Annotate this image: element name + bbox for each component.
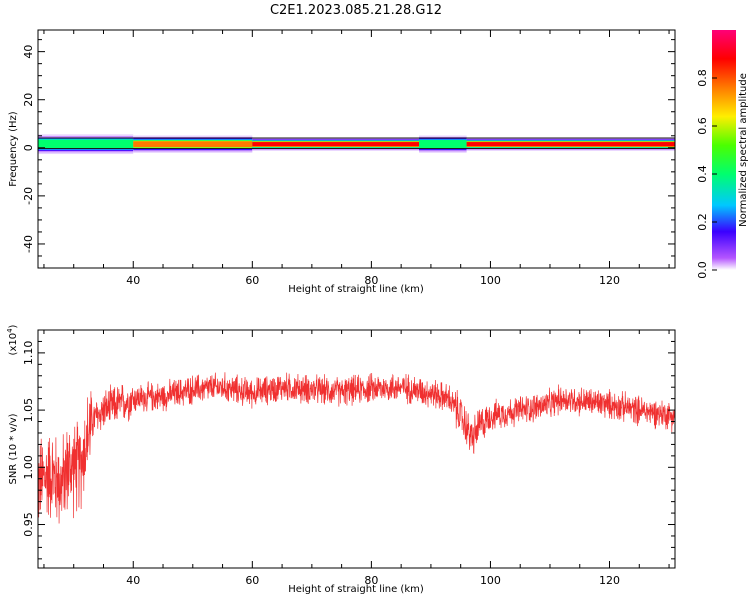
spectral-band	[38, 134, 675, 155]
scale-suffix: )	[8, 324, 19, 328]
x-tick-label-3: 100	[480, 274, 501, 287]
y-tick-label-1: 20	[22, 93, 35, 107]
y-tick-label-4: -40	[22, 235, 35, 253]
spectrogram-panel: 40 60 80 100 120 40 20 0 -20 -40 Height of straig…	[8, 29, 676, 295]
colorbar-gradient	[712, 30, 736, 270]
svg-text:(x104): (x104)	[6, 324, 19, 355]
plot-frame	[37, 29, 676, 269]
snr-panel: 40 60 80 100 120 0.95 1.00 1.05 1.10 Height of s…	[6, 324, 676, 595]
x-tick-label-2: 80	[364, 274, 378, 287]
band-cell-0-4	[38, 139, 134, 149]
scale-exponent: 4	[6, 328, 14, 333]
colorbar-tick-label-0: 0.0	[696, 261, 709, 279]
y-tick-label-3: -20	[22, 187, 35, 205]
x-axis-label: Height of straight line (km)	[288, 284, 424, 295]
x-tick-label-0: 40	[126, 274, 140, 287]
scale-prefix: (x10	[8, 333, 19, 356]
x-tick-label-1: 60	[245, 274, 259, 287]
y-tick-label-2: 0	[22, 144, 35, 151]
band-cell-1-6	[133, 141, 253, 148]
axis-ticks-2: 40 60 80 100 120 0.95 1.00 1.05 1.10	[22, 329, 675, 587]
colorbar-tick-label-3: 0.6	[696, 117, 709, 135]
snr-line-area	[38, 372, 675, 524]
band-cell-3-4	[419, 140, 467, 149]
colorbar-tick-label-2: 0.4	[696, 165, 709, 183]
plot-frame-2	[37, 329, 676, 569]
x-tick-label-2: 80	[364, 574, 378, 587]
colorbar-ticks: 0.0 0.2 0.4 0.6 0.8	[696, 69, 717, 279]
colorbar: 0.0 0.2 0.4 0.6 0.8 Normalized spectral ampl…	[696, 30, 749, 279]
y-axis-label: Frequency (Hz)	[8, 111, 19, 187]
x-tick-label-3: 100	[480, 574, 501, 587]
colorbar-tick-label-4: 0.8	[696, 69, 709, 87]
y-tick-label-0: 40	[22, 45, 35, 59]
chart-title: C2E1.2023.085.21.28.G12	[270, 3, 442, 18]
band-cell-2-7	[252, 142, 420, 147]
axis-ticks: 40 60 80 100 120 40 20 0 -20 -40	[22, 30, 675, 287]
y-tick-label-3: 1.10	[22, 341, 35, 366]
x-axis-label-2: Height of straight line (km)	[288, 584, 424, 595]
y-tick-label-2: 1.05	[22, 398, 35, 423]
x-tick-label-4: 120	[599, 274, 620, 287]
x-tick-label-4: 120	[599, 574, 620, 587]
y-axis-label-2: SNR (10 * v/v)	[8, 413, 19, 484]
x-tick-label-1: 60	[245, 574, 259, 587]
colorbar-tick-label-1: 0.2	[696, 213, 709, 231]
colorbar-label: Normalized spectral amplitude	[738, 73, 749, 227]
y-tick-label-1: 1.00	[22, 455, 35, 480]
x-tick-label-0: 40	[126, 574, 140, 587]
y-scale-factor: (x104)	[6, 324, 19, 355]
y-tick-label-0: 0.95	[22, 512, 35, 537]
snr-series-line	[38, 372, 675, 524]
band-cell-4-7	[466, 142, 675, 147]
